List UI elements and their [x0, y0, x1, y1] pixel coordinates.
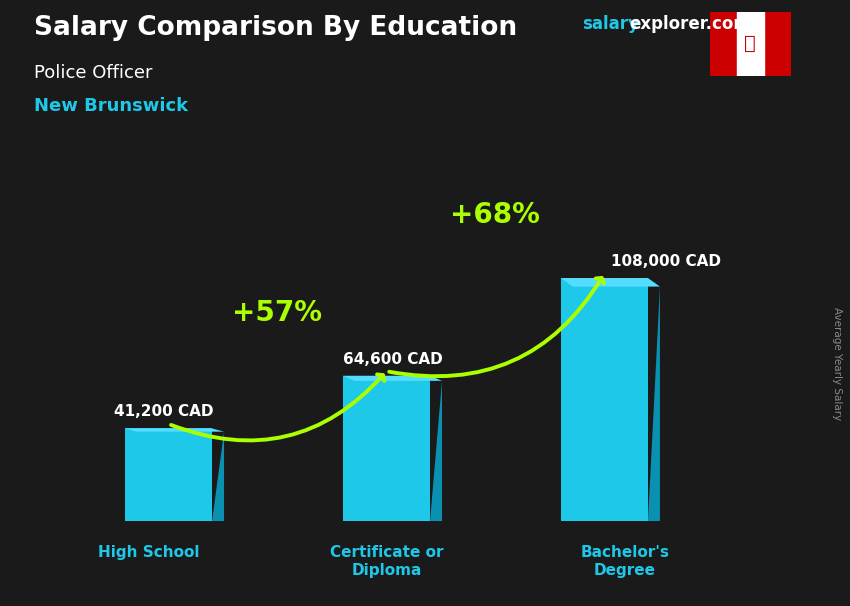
Text: explorer.com: explorer.com [629, 15, 751, 33]
Text: 41,200 CAD: 41,200 CAD [114, 404, 213, 419]
Text: 🍁: 🍁 [745, 35, 756, 53]
Polygon shape [212, 431, 224, 521]
Text: Salary Comparison By Education: Salary Comparison By Education [34, 15, 517, 41]
Polygon shape [343, 376, 442, 381]
Bar [737, 12, 763, 76]
Bar [125, 428, 212, 521]
Text: +68%: +68% [450, 201, 541, 229]
Text: High School: High School [98, 545, 200, 561]
Text: Bachelor's
Degree: Bachelor's Degree [581, 545, 669, 578]
Polygon shape [125, 428, 224, 431]
Bar [763, 12, 791, 76]
Text: 64,600 CAD: 64,600 CAD [343, 351, 443, 367]
Polygon shape [430, 381, 442, 521]
Polygon shape [648, 287, 660, 521]
Polygon shape [561, 278, 660, 287]
Text: Average Yearly Salary: Average Yearly Salary [832, 307, 842, 420]
Text: Certificate or
Diploma: Certificate or Diploma [330, 545, 444, 578]
Text: +57%: +57% [232, 299, 322, 327]
Text: 108,000 CAD: 108,000 CAD [611, 254, 721, 269]
Bar [710, 12, 737, 76]
Text: New Brunswick: New Brunswick [34, 97, 188, 115]
Bar [343, 376, 430, 521]
Text: salary: salary [582, 15, 639, 33]
Text: Police Officer: Police Officer [34, 64, 152, 82]
Bar [561, 278, 648, 521]
